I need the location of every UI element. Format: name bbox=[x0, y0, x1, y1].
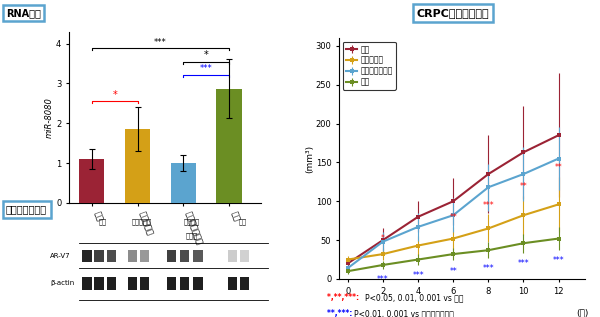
Legend: 対照, ルテオリン, エンザルタミド, 併用: 対照, ルテオリン, エンザルタミド, 併用 bbox=[343, 42, 396, 90]
Text: AR-V7: AR-V7 bbox=[50, 253, 71, 259]
Text: **,***:: **,***: bbox=[327, 309, 355, 317]
Bar bbox=[79, 159, 104, 203]
Bar bbox=[82, 249, 92, 262]
Bar bbox=[107, 249, 116, 262]
Text: ***: *** bbox=[200, 64, 212, 74]
Text: **: ** bbox=[449, 267, 457, 275]
Bar bbox=[125, 129, 150, 203]
Text: **: ** bbox=[449, 213, 457, 222]
Y-axis label: (mm³): (mm³) bbox=[305, 145, 314, 172]
Text: *,**,***:: *,**,***: bbox=[327, 293, 362, 302]
Text: ***: *** bbox=[154, 38, 167, 47]
Text: ***: *** bbox=[482, 201, 494, 210]
Text: タンパク質発現: タンパク質発現 bbox=[6, 204, 47, 215]
Text: 対照: 対照 bbox=[98, 218, 106, 225]
Bar bbox=[180, 277, 189, 289]
Bar bbox=[171, 163, 196, 203]
Bar bbox=[94, 277, 104, 289]
Text: エンザル: エンザル bbox=[183, 218, 199, 225]
Bar bbox=[193, 249, 203, 262]
Bar bbox=[227, 249, 237, 262]
Text: *: * bbox=[204, 50, 209, 60]
Bar bbox=[107, 277, 116, 289]
Bar bbox=[240, 249, 249, 262]
Bar bbox=[240, 277, 249, 289]
Bar bbox=[140, 249, 149, 262]
Bar bbox=[180, 249, 189, 262]
Text: *: * bbox=[381, 234, 385, 243]
Bar bbox=[167, 277, 176, 289]
Bar bbox=[217, 89, 242, 203]
Text: (日): (日) bbox=[576, 308, 589, 317]
Bar bbox=[193, 277, 203, 289]
Text: **: ** bbox=[520, 182, 527, 191]
Text: ***: *** bbox=[482, 264, 494, 273]
Bar bbox=[128, 277, 137, 289]
Text: RNA発現: RNA発現 bbox=[6, 8, 41, 18]
Bar bbox=[94, 249, 104, 262]
Text: ***: *** bbox=[412, 271, 424, 280]
Text: P<0.05, 0.01, 0.001 vs 対照: P<0.05, 0.01, 0.001 vs 対照 bbox=[365, 293, 463, 302]
Text: ***: *** bbox=[377, 275, 389, 284]
Text: ***: *** bbox=[553, 256, 565, 265]
Text: 併用: 併用 bbox=[238, 218, 246, 225]
Bar bbox=[167, 249, 176, 262]
Bar bbox=[128, 249, 137, 262]
Text: **: ** bbox=[555, 164, 563, 172]
Text: CRPC腫瘙の大きさ: CRPC腫瘙の大きさ bbox=[416, 8, 490, 18]
Text: タミド: タミド bbox=[185, 232, 197, 239]
Text: P<0.01, 0.001 vs エンザルタミド: P<0.01, 0.001 vs エンザルタミド bbox=[354, 309, 454, 317]
Text: *: * bbox=[112, 90, 117, 100]
Bar bbox=[82, 277, 92, 289]
Text: ルテオリン: ルテオリン bbox=[131, 218, 151, 225]
Text: β-actin: β-actin bbox=[50, 280, 74, 286]
Bar bbox=[227, 277, 237, 289]
Text: ***: *** bbox=[518, 259, 529, 268]
Y-axis label: miR-8080: miR-8080 bbox=[44, 97, 53, 138]
Bar bbox=[140, 277, 149, 289]
